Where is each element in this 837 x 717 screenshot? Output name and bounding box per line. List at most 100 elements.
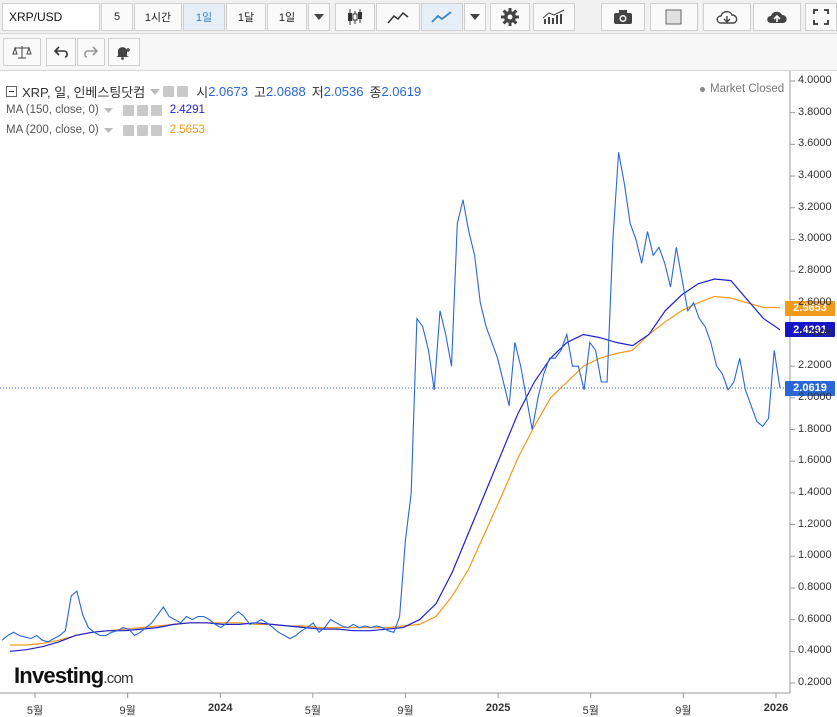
close-icon[interactable] <box>150 104 162 116</box>
x-tick-label: 9월 <box>397 705 414 717</box>
close-icon[interactable] <box>150 124 162 136</box>
x-tick-label: 5월 <box>304 705 321 717</box>
settings-icon[interactable] <box>136 124 148 136</box>
ma200-value: 2.5653 <box>169 124 205 136</box>
load-layout-button[interactable] <box>703 3 751 31</box>
y-tick-label: 0.4000 <box>798 644 832 657</box>
y-tick-label: 2.6000 <box>798 295 832 308</box>
brand-suffix: .com <box>103 670 133 687</box>
y-tick-label: 0.2000 <box>798 676 832 688</box>
open-label: 시 <box>196 85 209 100</box>
y-tick-label: 3.0000 <box>798 232 832 245</box>
close-label: 종 <box>369 85 382 100</box>
dropdown-icon <box>314 14 324 20</box>
market-status-text: Market Closed <box>710 83 785 95</box>
ma150-line <box>9 278 781 652</box>
indicators-button[interactable] <box>533 3 575 31</box>
last-price-tag: 2.0619 <box>785 380 835 396</box>
y-tick-label: 3.2000 <box>798 200 832 213</box>
status-dot-icon <box>700 86 705 92</box>
x-tick-label: 9월 <box>119 705 136 717</box>
camera-icon <box>614 10 632 24</box>
x-tick-label: 5월 <box>26 705 44 717</box>
dropdown-icon[interactable] <box>103 107 113 113</box>
chart-area[interactable]: XRP, 일, 인베스팅닷컴 시 2.0673 고 2.0688 저 2.053… <box>0 71 837 717</box>
low-label: 저 <box>311 85 324 100</box>
high-value: 2.0688 <box>265 84 306 99</box>
fullscreen-button[interactable] <box>805 3 837 31</box>
cloud-upload-icon <box>767 11 787 23</box>
visibility-icon[interactable] <box>163 86 175 97</box>
indicators-icon <box>542 9 565 24</box>
y-tick-label: 1.6000 <box>798 454 832 467</box>
x-tick-label: 5월 <box>582 705 599 717</box>
candlestick-icon <box>348 9 362 25</box>
candlestick-button[interactable] <box>335 3 375 31</box>
settings-icon[interactable] <box>136 104 148 116</box>
undo-button[interactable] <box>46 38 76 66</box>
ma200-legend: MA (200, close, 0) 2.5653 <box>6 124 205 136</box>
cloud-download-icon <box>716 11 738 24</box>
low-value: 2.0536 <box>323 84 364 99</box>
fullscreen-icon <box>813 9 829 25</box>
redo-button[interactable] <box>77 38 105 66</box>
alert-bell-icon <box>116 47 130 60</box>
mountain-chart-button[interactable] <box>376 3 420 31</box>
add-alert-button[interactable] <box>108 38 140 66</box>
ma150-legend: MA (150, close, 0) 2.4291 <box>6 104 205 116</box>
ma150-label: MA (150, close, 0) <box>6 104 99 116</box>
y-tick-label: 2.2000 <box>798 359 832 372</box>
color-picker-button[interactable] <box>650 3 698 31</box>
interval-1d-button[interactable]: 1일 <box>183 3 225 31</box>
collapse-legend-icon[interactable] <box>6 86 17 97</box>
save-layout-button[interactable] <box>753 3 801 31</box>
visibility-icon[interactable] <box>122 124 134 136</box>
color-box-icon <box>665 9 682 25</box>
x-tick-label: 2026 <box>763 702 789 714</box>
redo-icon <box>84 46 99 58</box>
ma200-label: MA (200, close, 0) <box>6 124 99 136</box>
gear-icon <box>501 8 519 26</box>
settings-icon[interactable] <box>177 86 189 97</box>
y-tick-label: 2.8000 <box>798 264 832 277</box>
dropdown-icon[interactable] <box>103 127 113 133</box>
symbol-input[interactable]: XRP/USD <box>2 3 100 31</box>
chart-canvas <box>0 71 795 698</box>
settings-button[interactable] <box>490 3 530 31</box>
interval-5-button[interactable]: 5 <box>101 3 133 31</box>
y-tick-label: 3.6000 <box>798 137 832 150</box>
line-chart-button[interactable] <box>421 3 463 31</box>
y-tick-label: 1.0000 <box>798 549 832 562</box>
dropdown-icon <box>470 14 480 20</box>
y-tick-label: 3.8000 <box>798 105 832 118</box>
dropdown-icon[interactable] <box>150 88 161 95</box>
main-legend: XRP, 일, 인베스팅닷컴 시 2.0673 고 2.0688 저 2.053… <box>6 82 421 101</box>
color-spacer-3 <box>700 3 701 31</box>
market-status: Market Closed <box>700 83 784 95</box>
screenshot-button[interactable] <box>601 3 645 31</box>
ma200-line <box>10 295 780 646</box>
x-tick-label: 2025 <box>485 702 511 714</box>
open-value: 2.0673 <box>208 84 248 99</box>
interval-custom-button[interactable]: 1일 <box>267 3 307 31</box>
investing-logo: Investing.com <box>14 663 133 689</box>
compare-button[interactable] <box>3 38 41 66</box>
chart-type-dropdown[interactable] <box>464 3 486 31</box>
y-tick-label: 1.4000 <box>798 485 832 498</box>
interval-1h-button[interactable]: 1시간 <box>134 3 182 31</box>
interval-dropdown-button[interactable] <box>308 3 330 31</box>
ma150-price-tag: 2.4291 <box>785 322 835 338</box>
x-tick-label: 2024 <box>208 702 233 714</box>
mountain-icon <box>387 11 409 24</box>
y-tick-label: 1.2000 <box>798 517 832 530</box>
y-tick-label: 2.4000 <box>798 327 832 340</box>
secondary-toolbar <box>0 34 837 71</box>
balance-scale-icon <box>12 46 32 59</box>
main-toolbar: XRP/USD 5 1시간 1일 1달 1일 <box>0 0 837 34</box>
close-value: 2.0619 <box>381 84 422 99</box>
undo-icon <box>53 46 68 58</box>
y-tick-label: 0.6000 <box>798 612 832 625</box>
interval-1m-button[interactable]: 1달 <box>226 3 266 31</box>
visibility-icon[interactable] <box>122 104 134 116</box>
